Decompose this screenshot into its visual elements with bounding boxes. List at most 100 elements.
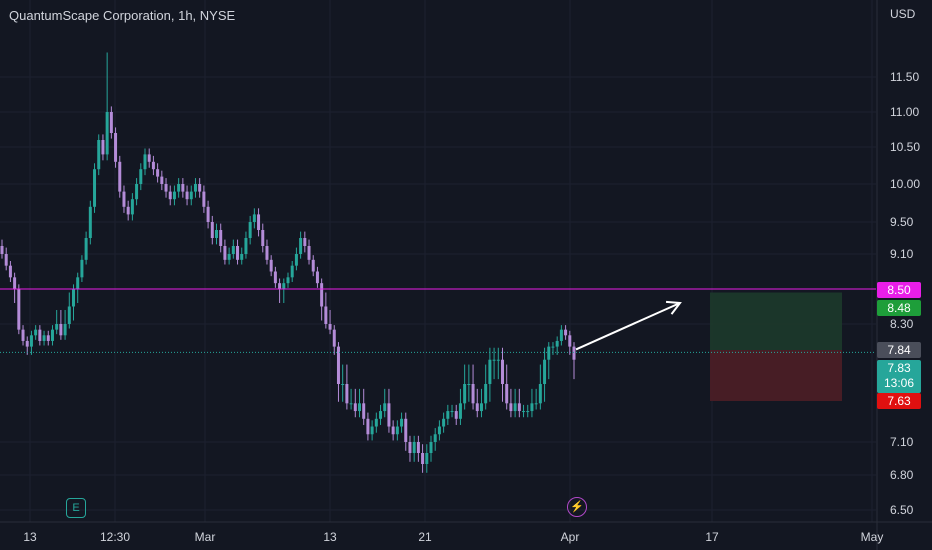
candle-body	[93, 169, 97, 207]
candle-body	[559, 329, 563, 341]
candle-body	[400, 418, 404, 427]
candle-body	[257, 214, 261, 230]
candle-body	[383, 403, 387, 412]
candle-body	[294, 254, 298, 266]
time-tick-label: 13	[23, 530, 37, 544]
price-tick-label: 9.50	[890, 215, 914, 229]
candle-body	[215, 230, 218, 238]
candle-body	[114, 133, 118, 162]
candle-body	[471, 384, 475, 404]
candle-body	[231, 246, 235, 254]
candle-body	[412, 442, 416, 453]
candle-body	[193, 184, 197, 192]
candle-body	[278, 283, 282, 289]
candle-body	[555, 340, 559, 347]
candle-body	[496, 359, 500, 361]
price-tick-label: 8.30	[890, 317, 914, 331]
candle-body	[135, 184, 139, 200]
candle-body	[13, 277, 17, 289]
candle-body	[177, 184, 181, 192]
candle-body	[248, 222, 252, 238]
bar-countdown: 13:06	[883, 376, 915, 390]
candle-body	[168, 191, 172, 200]
last-price-value: 7.83	[887, 361, 911, 375]
candle-body	[379, 411, 383, 419]
candle-body	[484, 384, 488, 404]
candle-body	[105, 112, 109, 155]
candle-body	[568, 335, 572, 347]
candle-body	[349, 403, 353, 405]
candle-body	[353, 403, 357, 412]
candle-body	[0, 246, 4, 254]
candle-body	[164, 184, 168, 192]
candle-body	[38, 329, 42, 341]
candle-body	[320, 283, 324, 307]
dividend-flash-icon[interactable]: ⚡	[567, 497, 587, 517]
candle-body	[126, 206, 130, 215]
candle-body	[391, 426, 395, 435]
candle-body	[404, 418, 408, 442]
candle-body	[109, 112, 113, 133]
candle-body	[130, 199, 134, 215]
candle-body	[139, 169, 143, 184]
price-tick-label: 11.50	[890, 70, 919, 84]
candle-body	[101, 140, 105, 155]
chart-title: QuantumScape Corporation, 1h, NYSE	[9, 8, 236, 23]
last-price-tag: 7.83 13:06	[877, 360, 921, 393]
candle-body	[564, 329, 568, 336]
entry-price-tag: 7.84	[877, 342, 921, 358]
candle-body	[303, 238, 307, 246]
candle-body	[324, 306, 328, 324]
candle-body	[454, 411, 458, 419]
candle-body	[290, 265, 294, 278]
candle-body	[84, 238, 88, 260]
candle-body	[29, 335, 33, 347]
candle-body	[147, 154, 151, 162]
candle-body	[458, 403, 462, 419]
time-tick-label: 13	[323, 530, 337, 544]
currency-label: USD	[890, 7, 916, 21]
candle-body	[421, 453, 425, 464]
candle-body	[236, 246, 240, 260]
target-price-tag: 8.48	[877, 300, 921, 316]
candle-body	[366, 418, 370, 435]
long-position-tool[interactable]	[710, 292, 842, 402]
candle-body	[160, 176, 164, 184]
position-loss-zone	[710, 350, 842, 401]
candle-body	[156, 169, 160, 177]
price-tick-label: 9.10	[890, 247, 914, 261]
candle-body	[17, 289, 21, 330]
candle-body	[181, 184, 185, 192]
candle-body	[341, 384, 345, 385]
candle-body	[479, 403, 483, 412]
candle-body	[433, 434, 437, 442]
candle-body	[143, 154, 147, 170]
candle-body	[189, 191, 193, 200]
candle-body	[46, 335, 50, 341]
earnings-badge-icon[interactable]: E	[66, 498, 86, 518]
candle-body	[311, 259, 315, 272]
candle-body	[299, 238, 303, 254]
candle-body	[336, 346, 340, 384]
price-tick-label: 7.10	[890, 435, 914, 449]
candle-body	[118, 161, 122, 192]
candle-body	[55, 324, 59, 330]
candle-body	[538, 384, 542, 404]
candle-body	[387, 403, 391, 427]
candle-body	[151, 161, 155, 170]
price-tick-label: 6.50	[890, 503, 914, 517]
candle-body	[4, 254, 8, 266]
price-tick-label: 11.00	[890, 105, 919, 119]
candle-body	[88, 206, 92, 238]
candle-body	[543, 359, 547, 384]
candle-body	[446, 411, 450, 419]
candle-body	[572, 346, 576, 360]
candle-body	[534, 403, 538, 405]
candle-body	[370, 426, 374, 435]
candle-body	[547, 346, 551, 360]
candle-body	[328, 324, 332, 330]
candle-body	[240, 254, 244, 260]
candle-body	[21, 329, 25, 341]
candle-body	[219, 230, 223, 246]
